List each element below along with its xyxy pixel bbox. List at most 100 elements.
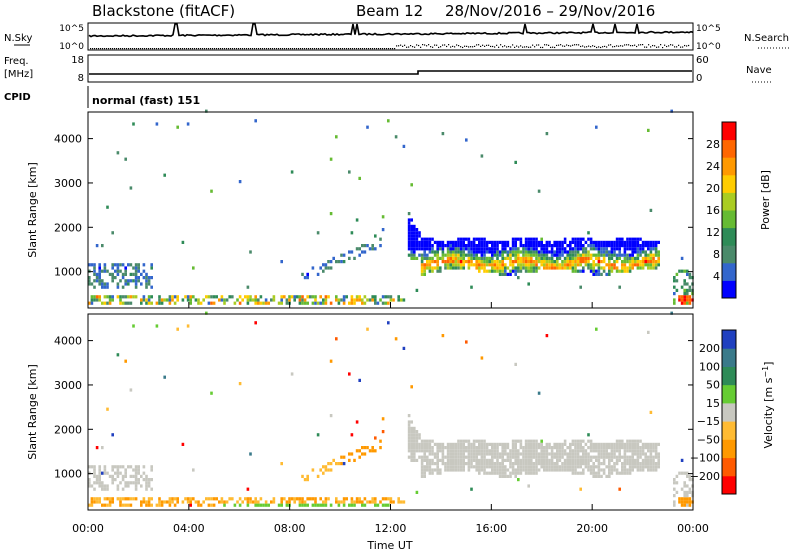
power-cell	[410, 224, 413, 228]
power-cell	[90, 298, 94, 302]
power-cell	[436, 250, 439, 254]
velocity-cell	[132, 474, 135, 478]
velocity-cell	[571, 471, 575, 475]
velocity-cell	[319, 503, 322, 507]
power-cell	[418, 234, 421, 238]
power-cell	[488, 256, 491, 260]
velocity-cell	[649, 465, 653, 469]
power-cell	[540, 253, 543, 257]
power-cell	[116, 272, 120, 276]
velocity-cell	[446, 452, 450, 456]
velocity-cell	[571, 442, 575, 446]
power-cell	[459, 250, 463, 254]
power-cell	[103, 295, 107, 299]
velocity-cell	[111, 433, 114, 437]
power-cell	[530, 244, 533, 248]
velocity-cell	[134, 487, 138, 491]
power-cell	[254, 119, 257, 123]
power-cell	[608, 256, 611, 260]
power-cell	[524, 266, 528, 270]
power-cell	[522, 253, 525, 257]
velocity-cell	[134, 468, 138, 472]
power-cell	[540, 260, 543, 264]
velocity-cell	[322, 503, 325, 507]
noise-search-dot	[374, 48, 376, 50]
power-cell	[111, 272, 114, 276]
noise-search-dot	[600, 46, 602, 49]
velocity-cell	[342, 500, 346, 504]
power-cell	[415, 256, 419, 260]
power-colorbar-tick: 28	[706, 138, 720, 151]
power-cell	[478, 250, 481, 254]
velocity-cell	[657, 442, 660, 446]
power-cell	[363, 301, 367, 305]
velocity-cell	[420, 474, 424, 478]
power-cell	[444, 244, 447, 248]
power-cell	[626, 256, 629, 260]
power-cell	[615, 237, 619, 241]
noise-search-dot	[480, 45, 482, 48]
velocity-cell	[374, 449, 377, 453]
velocity-cell	[644, 446, 647, 450]
power-cell	[350, 231, 354, 235]
velocity-cell	[342, 503, 346, 507]
power-cell	[509, 253, 512, 257]
power-cell	[449, 240, 452, 244]
power-cell	[615, 247, 619, 251]
power-cell	[436, 240, 439, 244]
velocity-cell	[106, 484, 109, 488]
velocity-cell	[140, 500, 143, 504]
velocity-cell	[576, 455, 580, 459]
velocity-cell	[441, 449, 445, 453]
velocity-cell	[111, 468, 114, 472]
power-cell	[608, 244, 611, 248]
power-cell	[93, 263, 96, 267]
freq-label-2: [MHz]	[4, 69, 33, 80]
power-cell	[413, 247, 416, 251]
velocity-cell	[186, 324, 190, 328]
velocity-cell	[465, 449, 468, 453]
power-cell	[93, 295, 96, 299]
velocity-cell	[129, 474, 133, 478]
noise-search-dot	[664, 44, 666, 46]
power-cell	[342, 301, 346, 305]
power-cell	[420, 263, 424, 267]
velocity-cell	[649, 446, 653, 450]
noise-search-dot	[364, 48, 366, 50]
velocity-cell	[415, 449, 419, 453]
power-cell	[641, 247, 645, 251]
velocity-cell	[636, 439, 640, 443]
power-cell	[618, 253, 621, 257]
velocity-cell	[134, 481, 138, 485]
velocity-cell	[254, 500, 257, 504]
velocity-colorbar-swatch	[722, 421, 736, 440]
power-cell	[257, 298, 260, 302]
velocity-cell	[470, 449, 473, 453]
velocity-cell	[517, 478, 520, 482]
noise-search-dot	[346, 48, 348, 50]
power-cell	[641, 250, 645, 254]
velocity-cell	[137, 471, 140, 475]
velocity-cell	[626, 449, 629, 453]
power-cell	[628, 260, 632, 264]
velocity-cell	[540, 465, 543, 469]
power-cell	[618, 244, 621, 248]
noise-search-dot	[510, 46, 512, 48]
velocity-cell	[501, 474, 504, 478]
velocity-cell	[522, 462, 525, 466]
power-cell	[600, 247, 603, 251]
velocity-cell	[459, 468, 463, 472]
power-cell	[433, 240, 437, 244]
power-cell	[322, 263, 325, 267]
power-cell	[514, 160, 517, 164]
velocity-cell	[527, 446, 530, 450]
power-cell	[626, 253, 629, 257]
noise-search-dot	[354, 48, 356, 50]
velocity-cell	[410, 433, 413, 437]
velocity-cell	[628, 442, 632, 446]
velocity-cell	[688, 500, 692, 504]
power-cell	[439, 240, 442, 244]
velocity-cell	[140, 484, 143, 488]
velocity-cell	[595, 458, 598, 462]
power-cell	[147, 282, 151, 286]
